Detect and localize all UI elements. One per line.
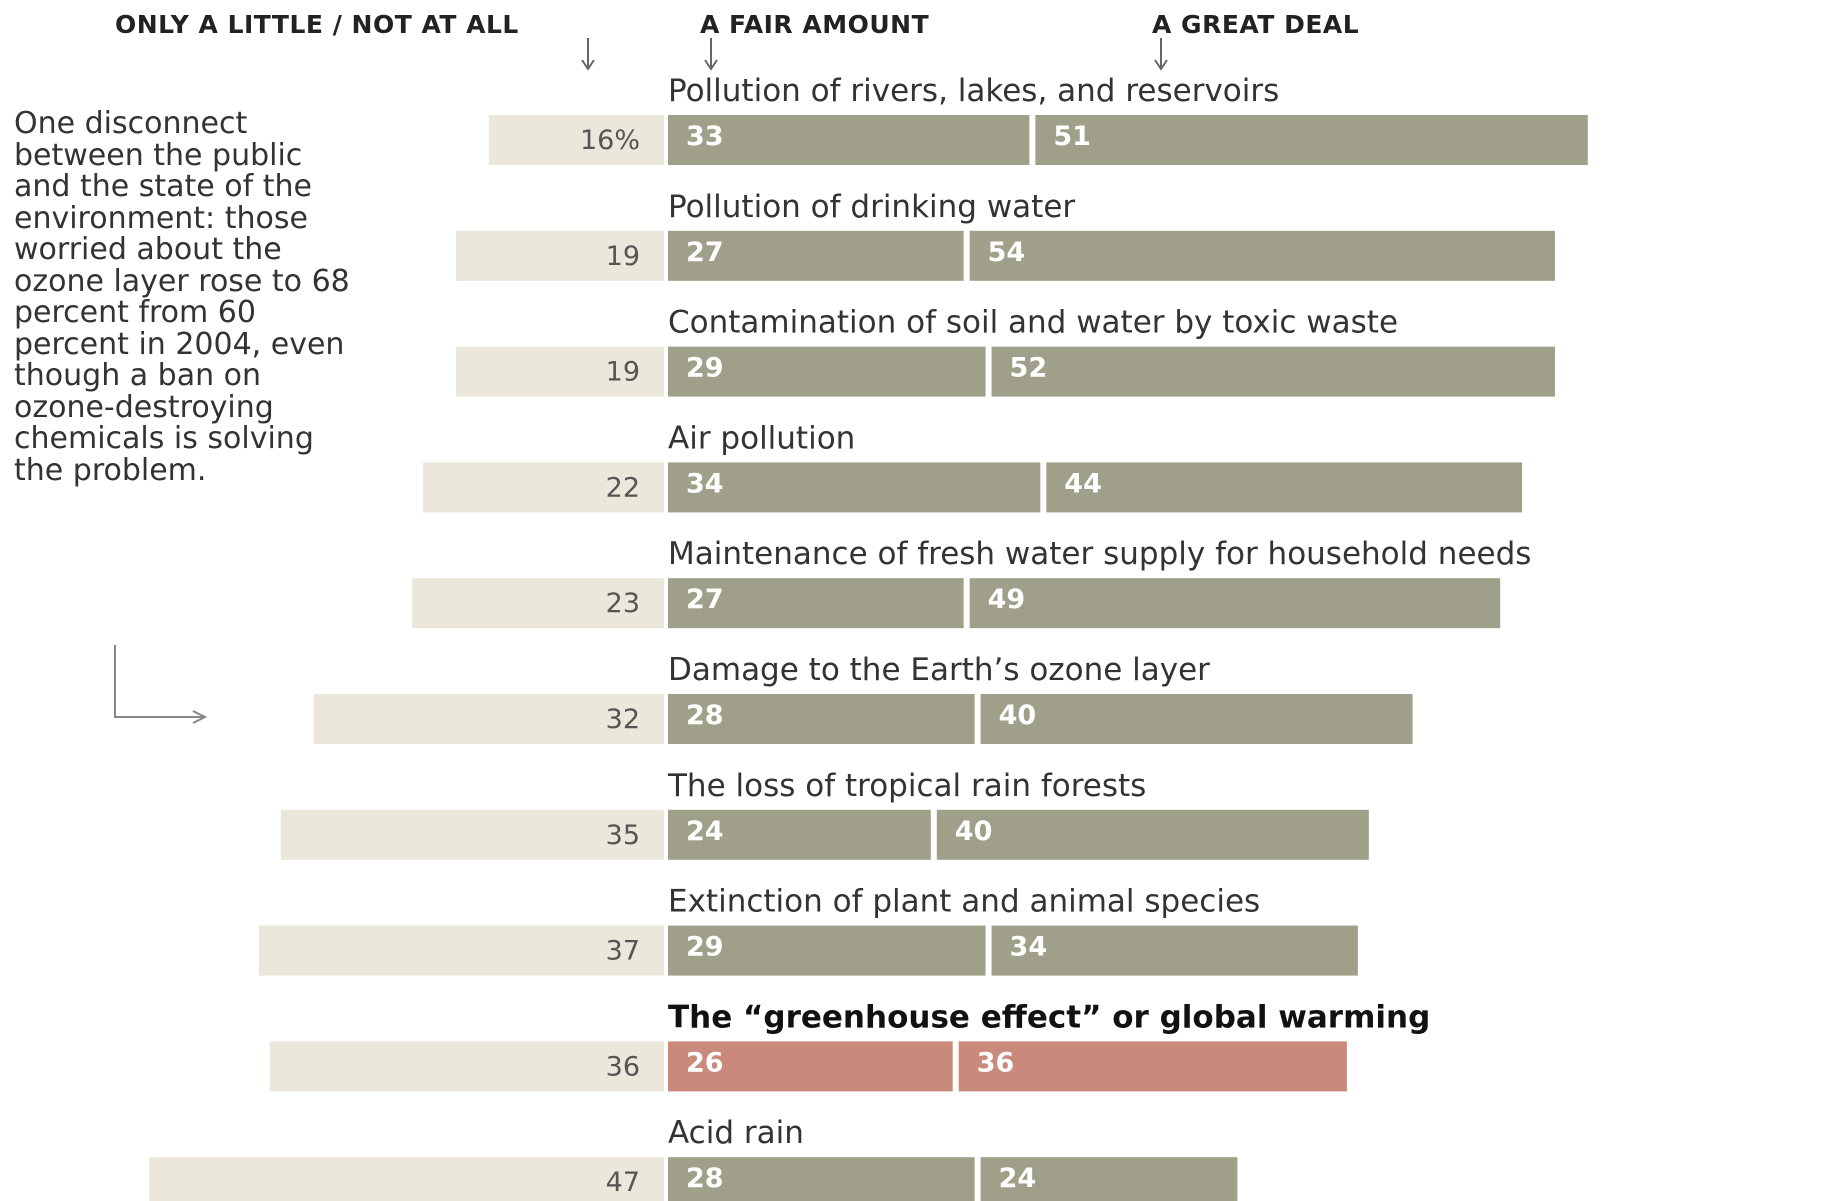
category-label: Pollution of rivers, lakes, and reservoi… <box>668 73 1279 109</box>
bar-great <box>991 925 1358 976</box>
value-label-fair: 27 <box>686 237 724 268</box>
bar-great <box>980 694 1413 744</box>
bar-fair <box>668 115 1030 165</box>
category-label: Contamination of soil and water by toxic… <box>668 305 1398 341</box>
value-label-little: 19 <box>606 357 640 388</box>
annotation-arrow-icon <box>114 645 208 724</box>
down-arrow-icon <box>581 38 595 71</box>
value-label-little: 19 <box>606 241 640 272</box>
value-label-fair: 28 <box>686 700 724 731</box>
bar-fair <box>668 925 986 976</box>
bar-fair <box>668 578 964 629</box>
bar-great <box>1035 115 1588 165</box>
bar-little <box>455 230 664 281</box>
value-label-great: 54 <box>988 237 1026 268</box>
bar-fair <box>668 462 1041 513</box>
category-label: Pollution of drinking water <box>668 189 1075 225</box>
value-label-fair: 33 <box>686 121 724 152</box>
value-label-great: 51 <box>1053 121 1091 152</box>
category-label: The loss of tropical rain forests <box>667 768 1146 804</box>
bar-fair <box>668 230 964 281</box>
bar-little <box>423 462 664 513</box>
value-label-great: 44 <box>1064 468 1102 499</box>
value-label-fair: 34 <box>686 468 724 499</box>
bar-fair <box>668 809 931 860</box>
bar-little <box>258 925 664 976</box>
category-label: Extinction of plant and animal species <box>668 884 1260 920</box>
category-label: Air pollution <box>668 420 855 456</box>
value-label-little: 32 <box>606 704 640 735</box>
bar-little <box>313 694 664 744</box>
bar-fair <box>668 1041 953 1092</box>
value-label-fair: 29 <box>686 932 724 963</box>
bar-fair <box>668 346 986 397</box>
value-label-fair: 24 <box>686 816 724 847</box>
value-label-little: 16% <box>580 125 640 156</box>
value-label-great: 40 <box>999 700 1037 731</box>
bar-fair <box>668 694 975 744</box>
down-arrow-icon <box>704 38 718 71</box>
bar-great <box>1046 462 1523 513</box>
bar-little <box>488 115 664 165</box>
bar-great <box>980 1157 1238 1201</box>
value-label-fair: 26 <box>686 1047 724 1078</box>
value-label-great: 34 <box>1010 932 1048 963</box>
value-label-little: 36 <box>606 1051 640 1082</box>
bar-great <box>969 578 1501 629</box>
value-label-fair: 27 <box>686 584 724 615</box>
category-label: Damage to the Earth’s ozone layer <box>668 652 1210 688</box>
value-label-little: 23 <box>606 588 640 619</box>
bar-fair <box>668 1157 975 1201</box>
value-label-little: 47 <box>606 1167 640 1198</box>
bar-little <box>412 578 664 629</box>
header-a-great-deal: A GREAT DEAL <box>1152 10 1360 39</box>
bar-little <box>269 1041 664 1092</box>
value-label-great: 49 <box>988 584 1026 615</box>
category-label: The “greenhouse effect” or global warmin… <box>668 999 1430 1035</box>
value-label-fair: 28 <box>686 1163 724 1194</box>
bar-little <box>455 346 664 397</box>
bar-great <box>991 346 1555 397</box>
value-label-fair: 29 <box>686 353 724 384</box>
bar-little <box>149 1157 665 1201</box>
bar-great <box>958 1041 1347 1092</box>
value-label-great: 24 <box>999 1163 1037 1194</box>
value-label-little: 37 <box>606 936 640 967</box>
value-label-great: 36 <box>977 1047 1015 1078</box>
category-label: Maintenance of fresh water supply for ho… <box>668 536 1531 572</box>
ozone-annotation: One disconnect between the public and th… <box>14 106 350 488</box>
header-a-fair-amount: A FAIR AMOUNT <box>700 10 930 39</box>
value-label-great: 52 <box>1010 353 1048 384</box>
category-label: Acid rain <box>668 1115 804 1151</box>
value-label-little: 35 <box>606 820 640 851</box>
value-label-great: 40 <box>955 816 993 847</box>
header-only-a-little: ONLY A LITTLE / NOT AT ALL <box>115 10 519 39</box>
bar-great <box>969 230 1555 281</box>
value-label-little: 22 <box>606 472 640 503</box>
down-arrow-icon <box>1154 38 1168 71</box>
bar-little <box>280 809 664 860</box>
bar-great <box>936 809 1369 860</box>
